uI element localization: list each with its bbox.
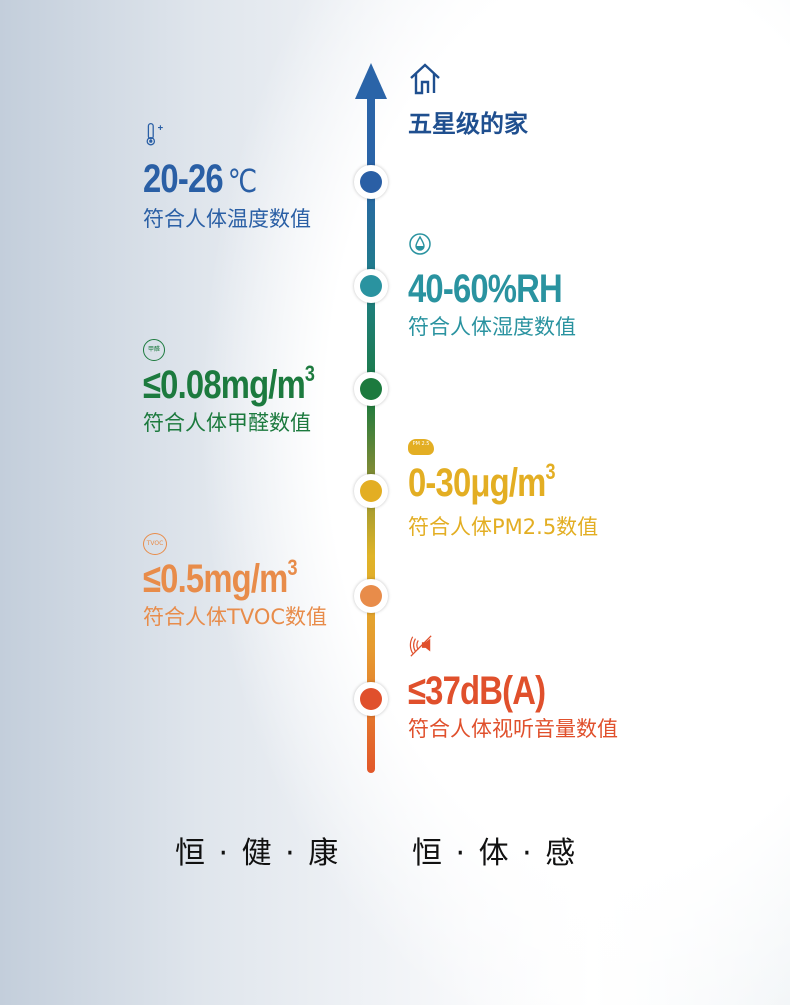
timeline-dot — [354, 474, 388, 508]
footer-slogan-left: 恒 · 健 · 康 — [175, 836, 341, 871]
timeline-dot — [354, 682, 388, 716]
metric-description: 符合人体视听音量数值 — [408, 717, 618, 741]
metric-value: 40-60%RH — [408, 267, 563, 311]
tvoc-icon: TVOC — [143, 530, 331, 555]
timeline-dot — [354, 372, 388, 406]
timeline-dot — [354, 579, 388, 613]
metric-description: 符合人体TVOC数值 — [143, 605, 328, 629]
metric-description: 符合人体甲醛数值 — [143, 411, 311, 435]
metric-description: 符合人体PM2.5数值 — [408, 515, 599, 539]
home-icon — [410, 63, 440, 95]
metric-description: 符合人体温度数值 — [143, 207, 311, 231]
timeline-dot — [354, 269, 388, 303]
timeline-line — [367, 95, 375, 773]
metric-formaldehyde: 甲醛 ≤0.08mg/m3 符合人体甲醛数值 — [143, 336, 352, 436]
metric-humidity: 40-60%RH 符合人体湿度数值 — [408, 232, 596, 340]
metric-value: ≤0.08mg/m3 — [143, 361, 315, 407]
metric-value: ≤37dB(A) — [408, 669, 546, 713]
water-drop-icon — [409, 233, 431, 255]
metric-value: 20-26 ℃ — [143, 157, 257, 201]
pm25-cloud-icon: PM 2.5 — [408, 430, 598, 455]
metric-noise: ≤37dB(A) 符合人体视听音量数值 — [408, 634, 618, 742]
metric-value: ≤0.5mg/m3 — [143, 555, 298, 601]
timeline-arrow-icon — [355, 63, 387, 99]
timeline-dot — [354, 165, 388, 199]
thermometer-icon — [146, 122, 163, 146]
metric-description: 符合人体湿度数值 — [408, 315, 576, 339]
metric-temperature: 20-26 ℃ 符合人体温度数值 — [143, 122, 311, 232]
metric-value: 0-30μg/m3 — [408, 459, 556, 505]
formaldehyde-icon: 甲醛 — [143, 336, 352, 361]
footer-slogan-right: 恒 · 体 · 感 — [412, 836, 578, 871]
metric-pm25: PM 2.5 0-30μg/m3 符合人体PM2.5数值 — [408, 430, 598, 540]
mute-speaker-icon — [409, 635, 432, 657]
metric-tvoc: TVOC ≤0.5mg/m3 符合人体TVOC数值 — [143, 530, 331, 630]
page-title: 五星级的家 — [408, 110, 528, 138]
